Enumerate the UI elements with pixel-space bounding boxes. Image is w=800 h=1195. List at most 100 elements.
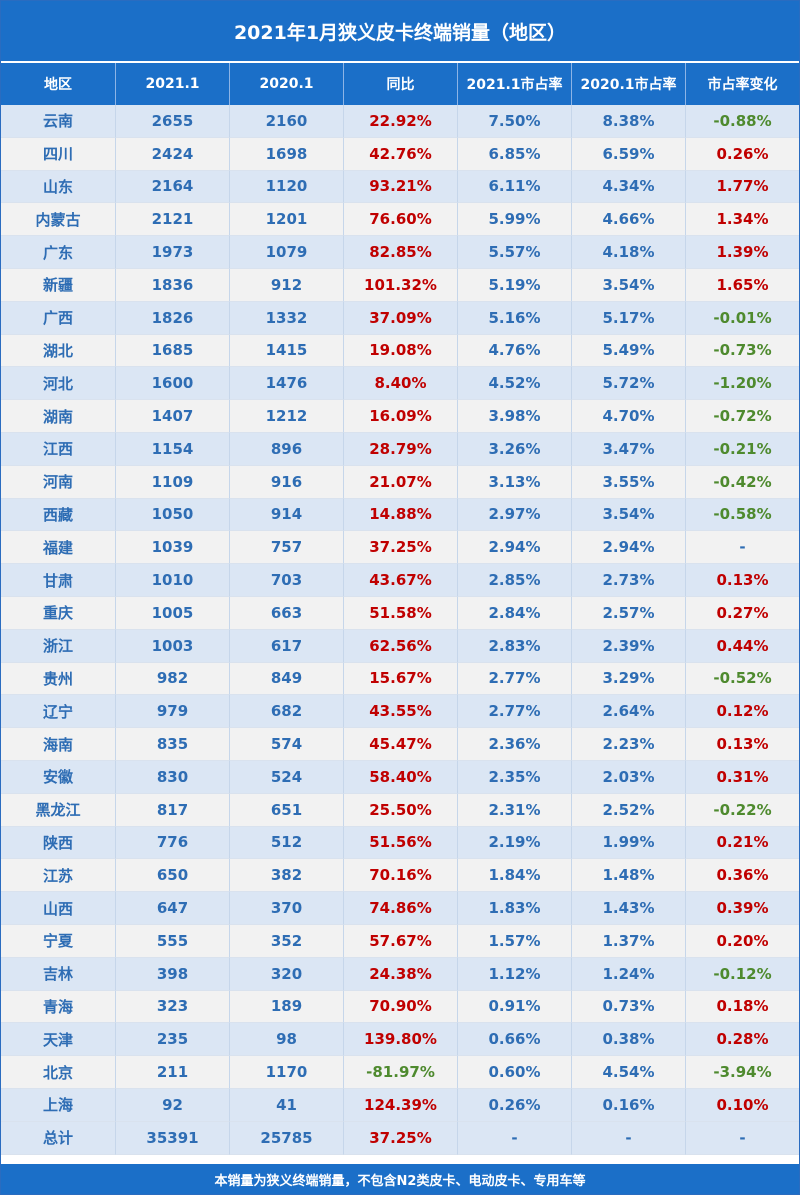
region-cell: 甘肃: [1, 564, 116, 597]
share-change-cell: -0.42%: [686, 465, 799, 499]
sales-2021-1-cell: 830: [116, 760, 230, 794]
sales-2020-1-cell: 512: [230, 826, 344, 860]
sales-2021-1-cell: 1010: [116, 564, 230, 597]
region-cell: 河南: [1, 465, 116, 499]
yoy-cell: 19.08%: [344, 334, 458, 368]
share-2021-1-cell: 5.57%: [458, 236, 572, 269]
sales-2020-1-cell: 1212: [230, 400, 344, 433]
share-change-cell: 0.20%: [686, 924, 799, 958]
yoy-cell: 45.47%: [344, 728, 458, 761]
share-change-cell: 1.77%: [686, 170, 799, 204]
sales-table: 地区 2021.1 2020.1 同比 2021.1市占率 2020.1市占率 …: [1, 63, 799, 1155]
share-2020-1-cell: 1.43%: [572, 892, 686, 925]
table-row: 上海 92 41 124.39% 0.26% 0.16% 0.10%: [1, 1088, 799, 1122]
sales-2021-1-cell: 235: [116, 1023, 230, 1057]
share-2020-1-cell: 1.99%: [572, 826, 686, 860]
yoy-cell: -81.97%: [344, 1056, 458, 1089]
table-row: 北京 211 1170 -81.97% 0.60% 4.54% -3.94%: [1, 1056, 799, 1089]
share-change-cell: 0.13%: [686, 728, 799, 761]
table-body: 云南 2655 2160 22.92% 7.50% 8.38% -0.88% 四川 2424 16…: [1, 105, 799, 1155]
yoy-cell: 37.25%: [344, 531, 458, 565]
header-sales-2020-1: 2020.1: [230, 63, 344, 105]
region-cell: 山西: [1, 892, 116, 925]
region-cell: 江西: [1, 432, 116, 466]
sales-2021-1-cell: 1836: [116, 268, 230, 302]
sales-2021-1-cell: 2424: [116, 137, 230, 171]
share-change-cell: -: [686, 531, 799, 565]
sales-2021-1-cell: 647: [116, 892, 230, 925]
share-2020-1-cell: 5.17%: [572, 301, 686, 335]
share-change-cell: 1.39%: [686, 236, 799, 269]
sales-2021-1-cell: 35391: [116, 1121, 230, 1155]
region-cell: 新疆: [1, 268, 116, 302]
sales-2020-1-cell: 320: [230, 957, 344, 991]
region-cell: 陕西: [1, 826, 116, 860]
sales-2021-1-cell: 1003: [116, 629, 230, 663]
region-cell: 天津: [1, 1023, 116, 1057]
yoy-cell: 101.32%: [344, 268, 458, 302]
share-2021-1-cell: 2.83%: [458, 629, 572, 663]
share-2021-1-cell: 3.98%: [458, 400, 572, 433]
region-cell: 海南: [1, 728, 116, 761]
sales-2020-1-cell: 1079: [230, 236, 344, 269]
share-2020-1-cell: 1.48%: [572, 859, 686, 893]
region-cell: 黑龙江: [1, 793, 116, 827]
share-2021-1-cell: 4.76%: [458, 334, 572, 368]
region-cell: 福建: [1, 531, 116, 565]
share-2020-1-cell: 4.18%: [572, 236, 686, 269]
share-2021-1-cell: 5.99%: [458, 203, 572, 237]
share-2021-1-cell: 2.31%: [458, 793, 572, 827]
sales-2021-1-cell: 211: [116, 1056, 230, 1089]
sales-2021-1-cell: 1005: [116, 596, 230, 630]
yoy-cell: 43.67%: [344, 564, 458, 597]
yoy-cell: 37.25%: [344, 1121, 458, 1155]
table-row: 甘肃 1010 703 43.67% 2.85% 2.73% 0.13%: [1, 564, 799, 597]
region-cell: 山东: [1, 170, 116, 204]
region-cell: 贵州: [1, 662, 116, 696]
sales-2020-1-cell: 25785: [230, 1121, 344, 1155]
region-cell: 四川: [1, 137, 116, 171]
table-row: 广东 1973 1079 82.85% 5.57% 4.18% 1.39%: [1, 236, 799, 269]
share-2020-1-cell: 4.66%: [572, 203, 686, 237]
region-cell: 西藏: [1, 498, 116, 532]
region-cell: 安徽: [1, 760, 116, 794]
sales-2021-1-cell: 1973: [116, 236, 230, 269]
share-2020-1-cell: 4.70%: [572, 400, 686, 433]
region-cell: 上海: [1, 1088, 116, 1122]
sales-2021-1-cell: 776: [116, 826, 230, 860]
table-row: 河南 1109 916 21.07% 3.13% 3.55% -0.42%: [1, 465, 799, 499]
sales-2021-1-cell: 979: [116, 695, 230, 729]
sales-2020-1-cell: 41: [230, 1088, 344, 1122]
table-row: 贵州 982 849 15.67% 2.77% 3.29% -0.52%: [1, 662, 799, 696]
share-change-cell: 0.18%: [686, 990, 799, 1024]
share-change-cell: 0.10%: [686, 1088, 799, 1122]
region-cell: 内蒙古: [1, 203, 116, 237]
share-2020-1-cell: 0.38%: [572, 1023, 686, 1057]
share-2021-1-cell: 6.85%: [458, 137, 572, 171]
sales-2020-1-cell: 1698: [230, 137, 344, 171]
share-change-cell: -0.58%: [686, 498, 799, 532]
header-share-2020-1: 2020.1市占率: [572, 63, 686, 105]
sales-2021-1-cell: 817: [116, 793, 230, 827]
yoy-cell: 62.56%: [344, 629, 458, 663]
share-change-cell: 1.34%: [686, 203, 799, 237]
sales-2020-1-cell: 1170: [230, 1056, 344, 1089]
share-change-cell: -0.21%: [686, 432, 799, 466]
share-2020-1-cell: 2.73%: [572, 564, 686, 597]
yoy-cell: 74.86%: [344, 892, 458, 925]
sales-2020-1-cell: 1415: [230, 334, 344, 368]
share-2021-1-cell: -: [458, 1121, 572, 1155]
share-2021-1-cell: 0.91%: [458, 990, 572, 1024]
table-row: 宁夏 555 352 57.67% 1.57% 1.37% 0.20%: [1, 924, 799, 958]
share-2020-1-cell: 5.72%: [572, 367, 686, 401]
share-2020-1-cell: 1.37%: [572, 924, 686, 958]
sales-2020-1-cell: 1332: [230, 301, 344, 335]
table-row: 湖北 1685 1415 19.08% 4.76% 5.49% -0.73%: [1, 334, 799, 368]
share-2020-1-cell: 5.49%: [572, 334, 686, 368]
sales-2020-1-cell: 682: [230, 695, 344, 729]
sales-2020-1-cell: 574: [230, 728, 344, 761]
share-2020-1-cell: 2.39%: [572, 629, 686, 663]
yoy-cell: 42.76%: [344, 137, 458, 171]
sales-2021-1-cell: 92: [116, 1088, 230, 1122]
yoy-cell: 28.79%: [344, 432, 458, 466]
